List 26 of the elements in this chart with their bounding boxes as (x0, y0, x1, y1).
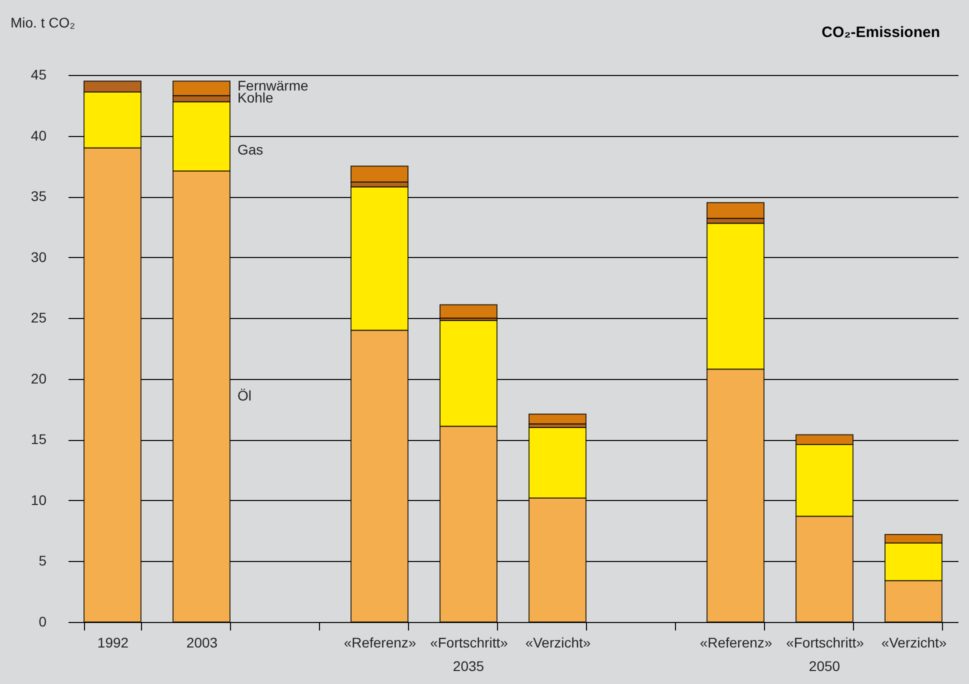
y-tick-label: 5 (38, 552, 47, 569)
y-tick-label: 25 (30, 310, 47, 326)
y-tick-label: 15 (30, 431, 47, 448)
series-label: Öl (238, 388, 252, 404)
y-tick-label: 10 (30, 492, 47, 508)
y-tick-label: 35 (30, 188, 47, 204)
y-tick-label: 20 (30, 370, 47, 386)
y-axis-title: Mio. t CO₂ (10, 14, 76, 30)
text: 2050 (808, 658, 840, 674)
x-tick-label: «Fortschritt» (786, 634, 864, 650)
x-tick-label: 2003 (186, 634, 218, 650)
y-tick-label: 40 (30, 127, 47, 144)
x-tick-label: «Referenz» (344, 634, 416, 650)
y-tick-label: 0 (38, 614, 47, 630)
series-label: Kohle (238, 90, 274, 106)
x-tick-label: «Fortschritt» (430, 634, 508, 650)
y-tick-label: 45 (30, 66, 47, 82)
x-tick-label: «Referenz» (700, 634, 772, 650)
y-tick-label: 30 (30, 248, 47, 265)
bar (528, 414, 586, 424)
x-tick-label: 1992 (97, 634, 129, 650)
chart-title: CO₂-Emissionen (822, 24, 940, 41)
text: 2035 (452, 658, 484, 674)
x-tick-label: «Verzicht» (881, 634, 947, 650)
series-label: Gas (238, 141, 264, 158)
x-tick-label: «Verzicht» (525, 634, 591, 650)
